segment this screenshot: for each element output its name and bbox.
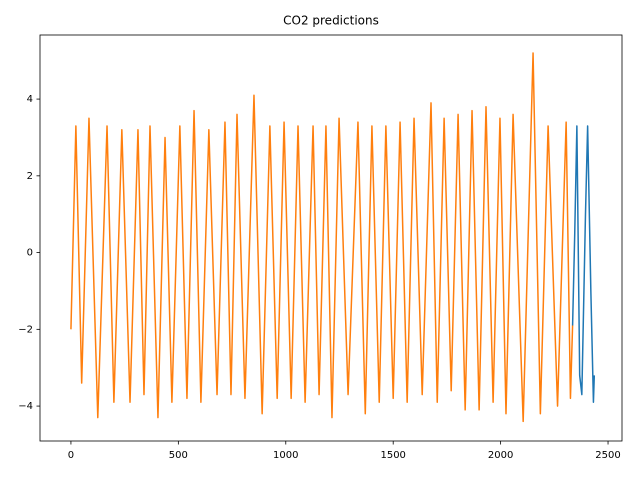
- x-tick-label: 500: [169, 450, 188, 461]
- x-tick-label: 0: [68, 450, 74, 461]
- x-tick-label: 2000: [488, 450, 513, 461]
- plot-frame: [39, 34, 623, 442]
- y-tick-label: −2: [18, 324, 33, 335]
- x-tick-label: 1500: [380, 450, 405, 461]
- series-line: [70, 52, 574, 423]
- chart-title: CO2 predictions: [283, 14, 379, 28]
- x-tick-label: 1000: [273, 450, 298, 461]
- y-tick-label: 4: [27, 94, 33, 105]
- y-tick-label: 2: [27, 171, 33, 182]
- series-line: [571, 125, 596, 403]
- y-tick-label: 0: [27, 248, 33, 259]
- x-tick-label: 2500: [595, 450, 620, 461]
- y-tick-label: −4: [18, 401, 33, 412]
